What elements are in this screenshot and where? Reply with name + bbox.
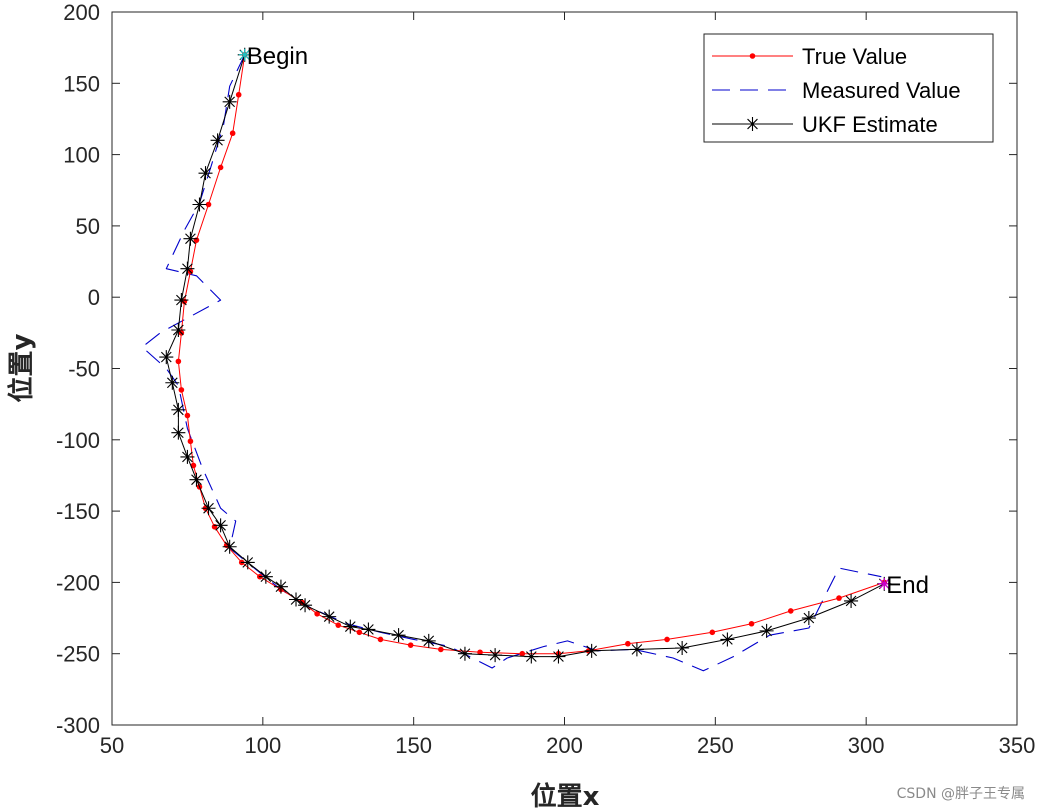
ukf-estimate-point bbox=[343, 619, 358, 634]
ukf-estimate-point bbox=[258, 569, 273, 584]
y-tick-label: -250 bbox=[56, 642, 100, 667]
x-axis-label: 位置x bbox=[531, 781, 600, 812]
y-tick-label: 0 bbox=[88, 285, 100, 310]
ukf-estimate-point bbox=[222, 94, 237, 109]
true-value-line bbox=[177, 54, 885, 655]
x-tick-label: 300 bbox=[848, 733, 885, 758]
true-value-point bbox=[477, 649, 483, 656]
true-value-point bbox=[178, 387, 185, 393]
true-value-point bbox=[184, 412, 191, 419]
y-tick-label: 150 bbox=[63, 71, 100, 96]
begin-label: Begin bbox=[247, 43, 308, 70]
ukf-estimate-point bbox=[189, 472, 204, 487]
ukf-estimate-point bbox=[213, 518, 228, 533]
ukf-estimate-point bbox=[210, 133, 225, 148]
y-axis-label: 位置y bbox=[6, 333, 37, 402]
ukf-estimate-point bbox=[165, 375, 180, 390]
ukf-estimate-point bbox=[171, 402, 186, 417]
true-value-point bbox=[229, 130, 236, 137]
y-tick-label: -50 bbox=[68, 357, 100, 382]
ukf-estimate-point bbox=[844, 593, 859, 608]
legend-marker-ukf-estimate bbox=[745, 117, 760, 131]
true-value-point bbox=[407, 642, 414, 648]
y-tick-label: -300 bbox=[56, 713, 100, 738]
legend: True Value Measured Value UKF Estimate bbox=[703, 33, 994, 143]
legend-label-ukf-estimate: UKF Estimate bbox=[802, 112, 938, 137]
ukf-estimate-point bbox=[551, 649, 566, 664]
y-tick-label: -100 bbox=[56, 428, 100, 453]
ukf-estimate-point bbox=[361, 622, 376, 637]
true-value-point bbox=[356, 629, 363, 636]
true-value-point bbox=[836, 595, 842, 601]
ukf-estimate-point bbox=[273, 579, 288, 594]
true-value-point bbox=[709, 629, 716, 636]
ukf-estimate-point bbox=[629, 642, 644, 657]
ukf-estimate-point bbox=[240, 555, 255, 570]
ukf-estimate-point bbox=[391, 628, 406, 643]
ukf-estimate-point bbox=[289, 592, 304, 607]
ukf-estimate-point bbox=[198, 166, 213, 181]
end-marker bbox=[878, 577, 891, 590]
ukf-estimate-point bbox=[192, 197, 207, 212]
legend-marker-true-value bbox=[749, 53, 756, 59]
y-tick-label: 100 bbox=[63, 143, 100, 168]
end-label: End bbox=[886, 572, 929, 599]
ukf-estimate-point bbox=[322, 609, 337, 624]
y-tick-label: 200 bbox=[63, 0, 100, 25]
legend-label-measured-value: Measured Value bbox=[802, 78, 961, 103]
ukf-estimate-line bbox=[165, 54, 885, 658]
true-value-point bbox=[205, 201, 212, 208]
true-value-point bbox=[335, 622, 342, 628]
begin-marker bbox=[238, 48, 251, 61]
x-tick-label: 50 bbox=[100, 733, 124, 758]
ukf-estimate-point bbox=[183, 231, 198, 246]
x-tick-label: 100 bbox=[244, 733, 281, 758]
true-value-point bbox=[217, 164, 224, 171]
true-value-point bbox=[438, 646, 444, 653]
true-value-point bbox=[519, 650, 526, 657]
ukf-estimate-point bbox=[201, 501, 216, 516]
ukf-estimate-point bbox=[171, 322, 186, 337]
true-value-point bbox=[187, 438, 194, 445]
ukf-estimate-point bbox=[174, 293, 189, 308]
ukf-estimate-point bbox=[298, 598, 313, 613]
ukf-estimate-point bbox=[675, 640, 690, 655]
ukf-estimate-point bbox=[524, 649, 539, 664]
ukf-estimate-point bbox=[180, 449, 195, 464]
legend-label-true-value: True Value bbox=[802, 44, 907, 69]
measured-value-line bbox=[141, 54, 882, 672]
ukf-estimate-point bbox=[720, 632, 735, 647]
ukf-estimate-point bbox=[488, 648, 503, 663]
x-tick-label: 150 bbox=[395, 733, 432, 758]
true-value-point bbox=[625, 640, 631, 647]
y-tick-label: -150 bbox=[56, 499, 100, 524]
x-tick-label: 250 bbox=[697, 733, 734, 758]
true-value-point bbox=[748, 620, 755, 627]
x-tick-label: 350 bbox=[999, 733, 1036, 758]
true-value-point bbox=[314, 610, 320, 617]
ukf-estimate-point bbox=[421, 633, 436, 648]
y-tick-label: -200 bbox=[56, 570, 100, 595]
true-value-point bbox=[787, 608, 794, 614]
true-value-point bbox=[235, 91, 242, 98]
true-value-point bbox=[664, 636, 670, 643]
ukf-estimate-point bbox=[457, 646, 472, 661]
ukf-estimate-point bbox=[801, 611, 816, 626]
ukf-estimate-point bbox=[171, 425, 186, 440]
watermark: CSDN @胖子王专属 bbox=[897, 786, 1025, 802]
true-value-point bbox=[190, 462, 197, 469]
ukf-estimate-point bbox=[180, 261, 195, 276]
ukf-estimate-point bbox=[759, 623, 774, 638]
ukf-estimate-point bbox=[159, 350, 174, 365]
ukf-estimate-point bbox=[584, 643, 599, 658]
ukf-estimate-point bbox=[222, 539, 237, 554]
true-value-point bbox=[175, 358, 182, 365]
y-tick-label: 50 bbox=[76, 214, 100, 239]
x-tick-label: 200 bbox=[546, 733, 583, 758]
true-value-point bbox=[377, 636, 384, 643]
